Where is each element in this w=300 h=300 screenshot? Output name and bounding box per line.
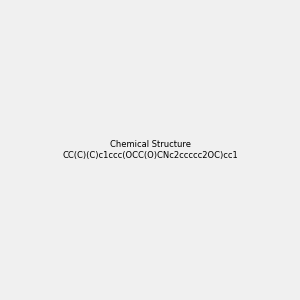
Text: Chemical Structure
CC(C)(C)c1ccc(OCC(O)CNc2ccccc2OC)cc1: Chemical Structure CC(C)(C)c1ccc(OCC(O)C…	[62, 140, 238, 160]
